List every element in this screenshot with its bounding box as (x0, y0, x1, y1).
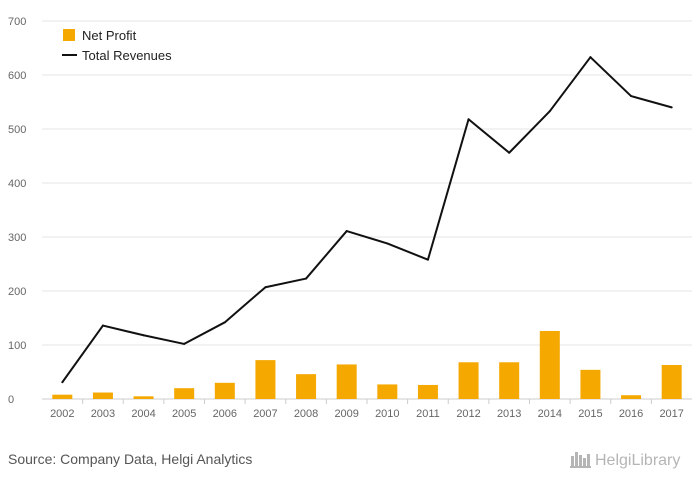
point-total-revenues-2005 (183, 342, 186, 345)
legend-swatch-net-profit (63, 29, 75, 41)
y-tick-label-500: 500 (8, 124, 26, 136)
y-tick-label-0: 0 (8, 394, 14, 406)
x-tick-label-2007: 2007 (253, 408, 277, 420)
bar-net-profit-2015 (580, 369, 601, 399)
bar-net-profit-2002 (52, 394, 73, 399)
x-tick-label-2014: 2014 (538, 408, 562, 420)
point-total-revenues-2004 (142, 334, 145, 337)
x-tick-label-2016: 2016 (619, 408, 643, 420)
point-total-revenues-2006 (223, 321, 226, 324)
bar-net-profit-2014 (539, 330, 560, 399)
bar-net-profit-2011 (417, 384, 438, 399)
point-total-revenues-2010 (386, 242, 389, 245)
point-total-revenues-2014 (548, 110, 551, 113)
point-total-revenues-2017 (670, 106, 673, 109)
line-total-revenues (61, 56, 672, 383)
bar-net-profit-2007 (255, 360, 276, 399)
x-tick-label-2013: 2013 (497, 408, 521, 420)
bar-net-profit-2012 (458, 362, 479, 399)
bar-net-profit-2017 (661, 364, 682, 399)
x-tick-label-2015: 2015 (578, 408, 602, 420)
y-tick-label-300: 300 (8, 232, 26, 244)
y-tick-label-200: 200 (8, 286, 26, 298)
x-tick-label-2008: 2008 (294, 408, 318, 420)
bar-net-profit-2009 (336, 364, 357, 399)
point-total-revenues-2015 (589, 56, 592, 59)
point-total-revenues-2002 (61, 381, 64, 384)
x-tick-label-2009: 2009 (334, 408, 358, 420)
bar-net-profit-2004 (133, 396, 154, 399)
x-tick-label-2011: 2011 (416, 408, 440, 420)
x-tick-label-2017: 2017 (659, 408, 683, 420)
point-total-revenues-2012 (467, 118, 470, 121)
bar-net-profit-2010 (377, 384, 398, 399)
net-profit-bars (52, 330, 682, 399)
y-axis-ticks: 0 100 200 300 400 500 600 700 (8, 16, 26, 406)
legend-label-total-revenues: Total Revenues (82, 48, 172, 63)
point-total-revenues-2009 (345, 230, 348, 233)
y-tick-label-400: 400 (8, 178, 26, 190)
x-tick-label-2003: 2003 (91, 408, 115, 420)
y-tick-label-100: 100 (8, 340, 26, 352)
point-total-revenues-2008 (305, 277, 308, 280)
point-total-revenues-2007 (264, 286, 267, 289)
x-tick-label-2005: 2005 (172, 408, 196, 420)
bar-net-profit-2016 (621, 395, 642, 399)
x-tick-label-2010: 2010 (375, 408, 399, 420)
x-tick-label-2012: 2012 (456, 408, 480, 420)
bar-net-profit-2005 (174, 388, 195, 399)
city-skyline-icon (570, 452, 591, 468)
x-tick-label-2004: 2004 (131, 408, 155, 420)
y-tick-label-700: 700 (8, 16, 26, 28)
bar-net-profit-2003 (92, 392, 113, 399)
point-total-revenues-2016 (630, 95, 633, 98)
grid-lines (42, 20, 692, 400)
x-tick-label-2006: 2006 (213, 408, 237, 420)
x-tick-label-2002: 2002 (50, 408, 74, 420)
source-note: Source: Company Data, Helgi Analytics (8, 451, 252, 467)
bar-net-profit-2008 (296, 374, 317, 399)
y-tick-label-600: 600 (8, 70, 26, 82)
point-total-revenues-2003 (101, 324, 104, 327)
bar-net-profit-2006 (214, 382, 235, 399)
x-axis-ticks: 2002 2003 2004 2005 2006 2007 2008 2009 2010 2011… (50, 399, 684, 420)
helgi-library-logo: HelgiLibrary (570, 452, 680, 469)
point-total-revenues-2011 (426, 258, 429, 261)
legend-label-net-profit: Net Profit (82, 28, 137, 43)
legend: Net Profit Total Revenues (62, 28, 172, 63)
bar-net-profit-2013 (499, 362, 520, 399)
point-total-revenues-2013 (508, 151, 511, 154)
brand-text: HelgiLibrary (595, 452, 680, 469)
total-revenues-line-group (61, 56, 673, 384)
